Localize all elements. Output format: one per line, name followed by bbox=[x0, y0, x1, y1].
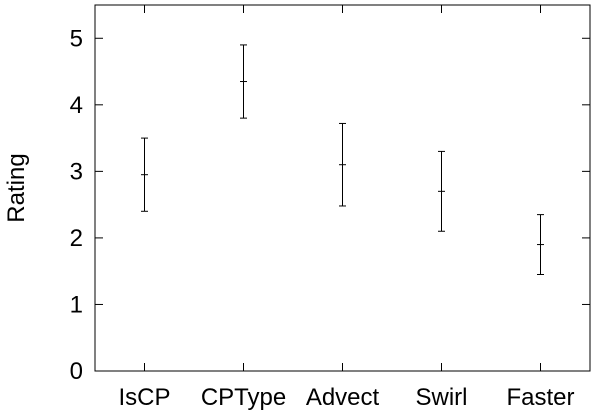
x-tick-label: CPType bbox=[201, 384, 286, 411]
y-tick-label: 5 bbox=[70, 25, 83, 52]
error-bars bbox=[141, 44, 544, 276]
y-tick-label: 1 bbox=[70, 291, 83, 318]
x-tick-label: Advect bbox=[306, 384, 380, 411]
x-axis-ticks: IsCP CPType Advect Swirl Faster bbox=[118, 5, 575, 411]
y-axis-label: Rating bbox=[3, 153, 30, 222]
y-tick-label: 3 bbox=[70, 158, 83, 185]
x-tick-label: IsCP bbox=[118, 384, 170, 411]
x-tick-label: Swirl bbox=[416, 384, 468, 411]
y-tick-label: 4 bbox=[70, 92, 83, 119]
error-bar-swirl bbox=[438, 150, 445, 232]
y-tick-label: 0 bbox=[70, 358, 83, 385]
x-tick-label: Faster bbox=[506, 384, 574, 411]
y-axis-ticks: 0 1 2 3 4 5 bbox=[70, 25, 590, 385]
error-bar-cptype bbox=[240, 44, 247, 119]
error-bar-advect bbox=[339, 122, 346, 207]
y-tick-label: 2 bbox=[70, 225, 83, 252]
error-bar-faster bbox=[537, 214, 544, 276]
error-bar-iscp bbox=[141, 137, 148, 212]
